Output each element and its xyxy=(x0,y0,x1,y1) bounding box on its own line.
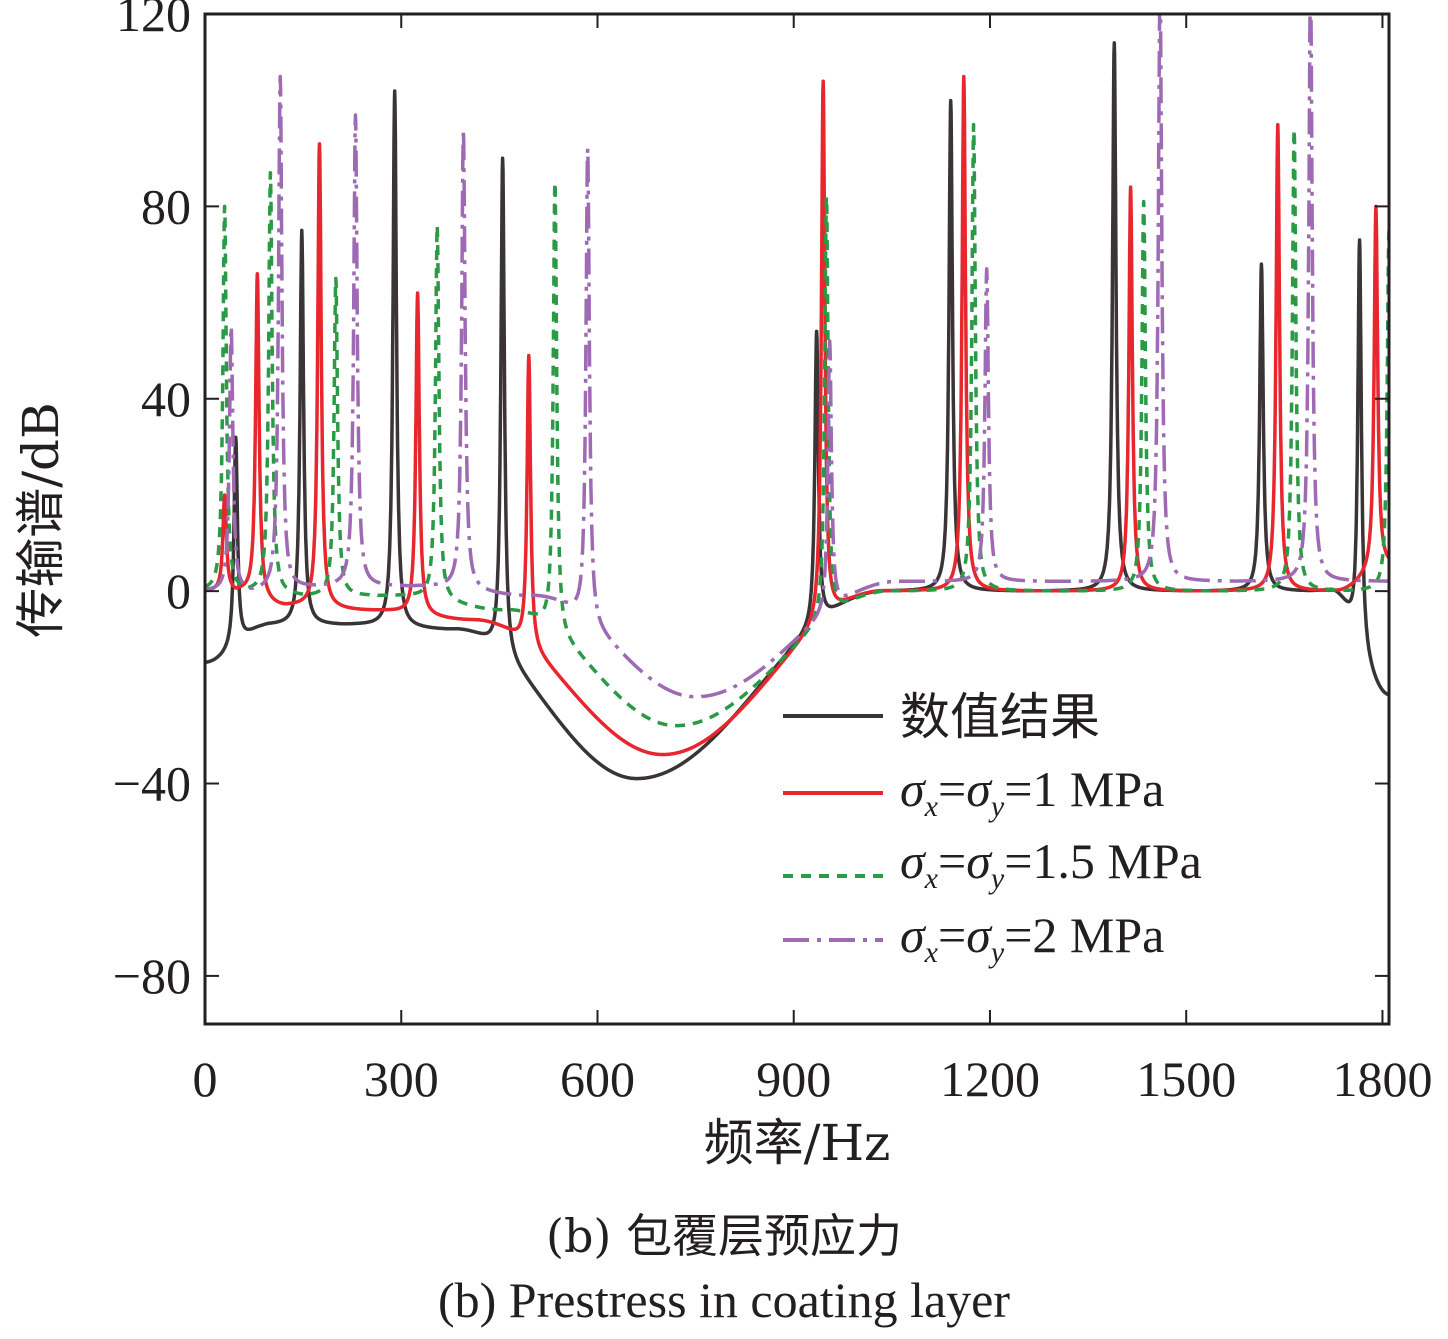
y-tick-label: 0 xyxy=(166,563,191,619)
legend-label-2mpa: σx=σy=2 MPa xyxy=(900,907,1164,969)
x-tick-label: 600 xyxy=(560,1051,635,1107)
transmission-spectrum-chart: 0 300 600 900 1200 1500 1800 −80 −40 0 40 80 120 频率/… xyxy=(12,0,1433,1172)
series-layer xyxy=(205,14,1389,781)
plot-frame xyxy=(203,12,1391,1026)
legend-label-1mpa: σx=σy=1 MPa xyxy=(900,761,1164,823)
series-line-3 xyxy=(205,14,1389,699)
x-tick-label: 900 xyxy=(756,1051,831,1107)
figure-caption-chinese: (b) 包覆层预应力 xyxy=(546,1209,902,1263)
legend-label-numerical: 数值结果 xyxy=(900,689,1100,745)
y-axis-title: 传输谱/dB xyxy=(12,402,70,638)
y-tick-label: 40 xyxy=(141,371,191,427)
y-tick-label: −80 xyxy=(113,948,191,1004)
ticks-layer: 0 300 600 900 1200 1500 1800 −80 −40 0 40 80 120 xyxy=(113,0,1433,1107)
series-line-1 xyxy=(205,74,1389,757)
series-line-2 xyxy=(205,122,1389,728)
x-tick-label: 300 xyxy=(364,1051,439,1107)
x-tick-label: 0 xyxy=(193,1051,218,1107)
series-line-0 xyxy=(205,41,1389,781)
x-tick-label: 1500 xyxy=(1136,1051,1236,1107)
x-tick-label: 1800 xyxy=(1332,1051,1432,1107)
y-tick-label: −40 xyxy=(113,756,191,812)
legend: 数值结果 σx=σy=1 MPa σx=σy=1.5 MPa σx=σy=2 M… xyxy=(783,689,1202,969)
legend-label-1-5mpa: σx=σy=1.5 MPa xyxy=(900,833,1202,895)
y-tick-label: 120 xyxy=(116,0,191,42)
figure-caption-english: (b) Prestress in coating layer xyxy=(437,1272,1011,1328)
x-axis-title: 频率/Hz xyxy=(704,1114,891,1172)
y-tick-label: 80 xyxy=(141,178,191,234)
x-tick-label: 1200 xyxy=(940,1051,1040,1107)
